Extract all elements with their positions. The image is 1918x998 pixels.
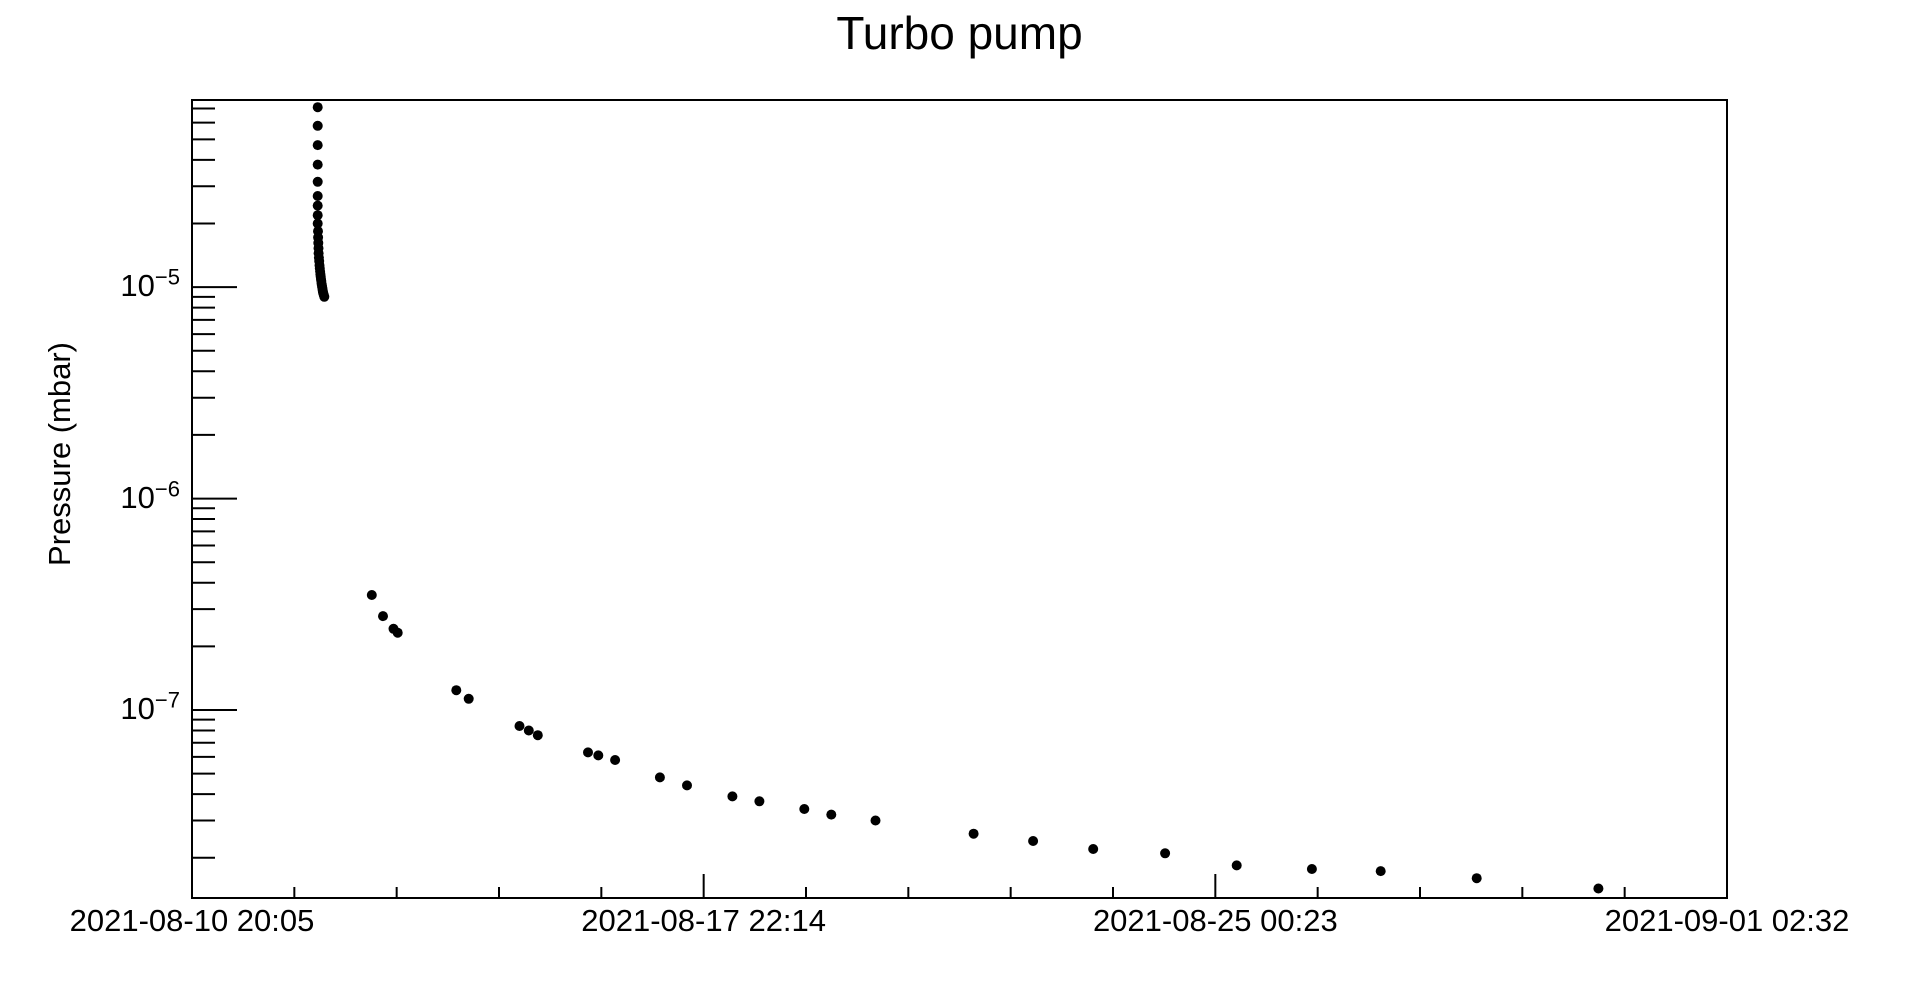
data-point (1088, 844, 1099, 854)
data-point (463, 693, 474, 704)
data-point (1306, 864, 1317, 874)
data-point (532, 730, 543, 741)
data-point (312, 210, 323, 221)
data-point (312, 200, 323, 211)
data-point (593, 750, 604, 761)
data-point (312, 140, 323, 151)
data-point (319, 291, 330, 302)
data-point (312, 191, 323, 201)
x-tick-label: 2021-08-25 00:23 (1092, 903, 1338, 938)
data-point (1231, 860, 1242, 871)
data-point (583, 747, 593, 758)
data-point (610, 755, 621, 765)
data-point (523, 725, 534, 736)
data-point (312, 218, 323, 229)
data-point (1160, 848, 1171, 859)
data-point (378, 611, 388, 622)
x-tick-label: 2021-08-10 20:05 (69, 903, 315, 938)
data-point (312, 102, 323, 113)
data-point (312, 176, 323, 187)
data-point (799, 804, 810, 814)
y-tick-label: 10−5 (120, 264, 180, 304)
data-point (366, 590, 377, 600)
data-point (754, 796, 765, 807)
data-point (392, 627, 403, 638)
x-tick-label: 2021-09-01 02:32 (1604, 903, 1850, 938)
y-tick-label: 10−7 (120, 687, 180, 726)
data-point (1593, 883, 1604, 894)
chart-title: Turbo pump (836, 7, 1083, 59)
data-point (1028, 836, 1039, 846)
data-point (312, 159, 323, 170)
data-point (870, 815, 881, 826)
y-tick-label: 10−6 (120, 476, 180, 515)
frame-border (191, 99, 1728, 899)
data-point (826, 809, 837, 820)
data-point (1471, 873, 1482, 884)
data-point (514, 721, 525, 731)
data-point (727, 791, 738, 802)
data-point (1375, 866, 1386, 877)
data-point (451, 685, 462, 696)
x-tick-label: 2021-08-17 22:14 (581, 903, 827, 938)
data-point (968, 828, 979, 839)
data-point (654, 772, 665, 783)
data-point (312, 120, 323, 131)
data-point (682, 780, 692, 791)
